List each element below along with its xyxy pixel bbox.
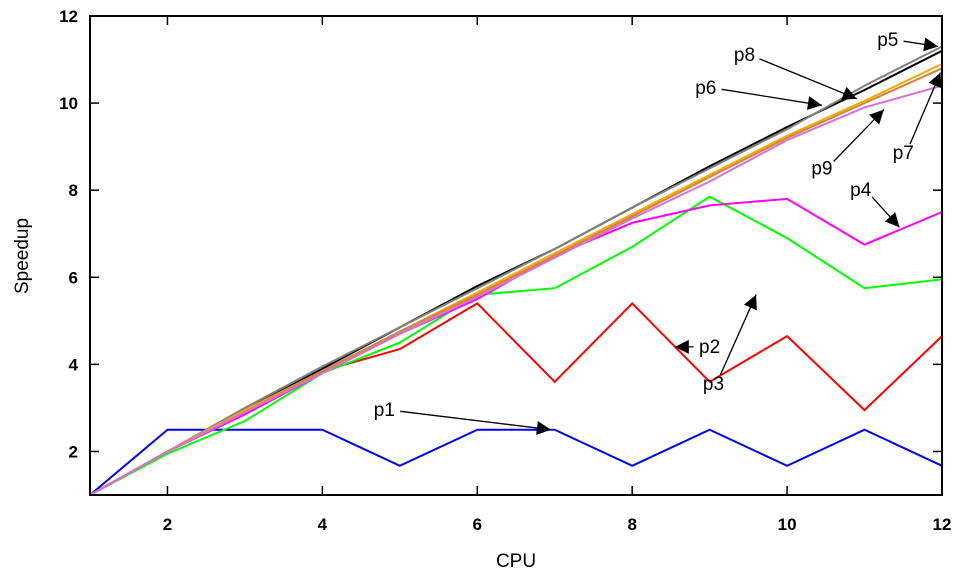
- annotation-arrow-p8: [759, 58, 858, 100]
- series-line-s4: [89, 197, 943, 496]
- annotation-arrow-p7: [909, 72, 942, 145]
- x-axis-title: CPU: [496, 551, 536, 572]
- y-tick-label: 8: [69, 181, 78, 200]
- series-line-s1: [89, 428, 943, 496]
- annotation-label-p1: p1: [374, 400, 395, 421]
- annotation-label-p6: p6: [695, 78, 716, 99]
- annotation-arrow-p3: [719, 294, 757, 376]
- annotation-arrow-p9: [833, 109, 885, 162]
- annotation-arrow-p6: [721, 88, 823, 111]
- x-tick-label: 8: [627, 515, 636, 534]
- annotation-label-p4: p4: [850, 180, 872, 201]
- annotation-arrow-p1: [400, 410, 551, 435]
- y-tick-label: 6: [69, 268, 78, 287]
- annotation-label-p3: p3: [703, 374, 724, 395]
- y-axis-title: Speedup: [12, 218, 33, 294]
- x-tick-label: 2: [163, 515, 172, 534]
- series-line-s3: [89, 195, 943, 496]
- y-tick-label: 4: [69, 355, 79, 374]
- annotation-label-p8: p8: [734, 45, 755, 66]
- y-tick-label: 2: [69, 442, 78, 461]
- annotations-layer: p1 p2 p3 p4 p5 p6 p7 p8 p9: [374, 30, 942, 435]
- series-line-s7: [89, 62, 943, 496]
- annotation-label-p5: p5: [877, 30, 898, 51]
- plot-frame: [89, 15, 943, 496]
- series-line-s8: [89, 67, 943, 496]
- x-tick-label: 6: [473, 515, 482, 534]
- annotation-label-p9: p9: [811, 158, 832, 179]
- ticks-layer: 2 4 6 8 10 12 2 4 6 8 10 12: [59, 7, 951, 534]
- annotation-label-p7: p7: [893, 143, 914, 164]
- series-line-s6: [89, 45, 943, 496]
- series-line-s2: [89, 301, 943, 496]
- y-tick-label: 10: [59, 94, 78, 113]
- series-layer: [89, 45, 943, 496]
- x-tick-label: 12: [933, 515, 952, 534]
- annotation-arrow-p4: [871, 196, 900, 228]
- annotation-arrow-p5: [903, 37, 939, 52]
- x-tick-label: 10: [778, 515, 797, 534]
- annotation-label-p2: p2: [699, 337, 720, 358]
- x-tick-label: 4: [318, 515, 328, 534]
- axes-layer: [89, 15, 943, 496]
- y-tick-label: 12: [59, 7, 78, 26]
- series-line-s9: [89, 84, 943, 496]
